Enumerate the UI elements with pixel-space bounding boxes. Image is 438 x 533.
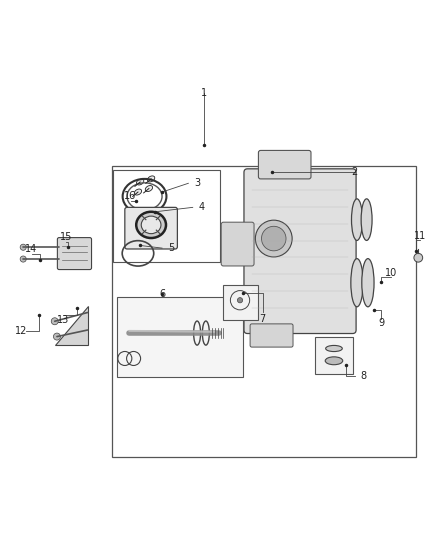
Ellipse shape: [136, 212, 166, 238]
Ellipse shape: [325, 345, 342, 352]
Ellipse shape: [137, 179, 144, 185]
Text: 11: 11: [413, 231, 426, 241]
Bar: [112, 166, 416, 457]
Ellipse shape: [361, 199, 372, 240]
Text: 4: 4: [198, 203, 205, 212]
Circle shape: [20, 256, 26, 262]
Text: 16: 16: [124, 190, 137, 200]
Text: 2: 2: [352, 167, 358, 177]
Text: 9: 9: [378, 318, 384, 328]
FancyBboxPatch shape: [244, 169, 356, 334]
Ellipse shape: [145, 185, 152, 191]
Ellipse shape: [351, 259, 363, 307]
FancyBboxPatch shape: [221, 222, 254, 266]
FancyBboxPatch shape: [250, 324, 293, 347]
Circle shape: [414, 253, 423, 262]
Polygon shape: [55, 306, 88, 345]
Circle shape: [237, 297, 243, 303]
Circle shape: [53, 333, 60, 340]
Text: 10: 10: [385, 268, 397, 278]
Bar: [223, 285, 258, 320]
Text: 5: 5: [168, 243, 174, 253]
Circle shape: [20, 244, 26, 251]
Text: 13: 13: [57, 315, 70, 325]
Bar: [113, 170, 220, 262]
Text: 15: 15: [60, 232, 72, 242]
Text: 14: 14: [25, 244, 38, 254]
Ellipse shape: [134, 189, 141, 195]
FancyBboxPatch shape: [57, 238, 92, 270]
Circle shape: [255, 220, 292, 257]
Ellipse shape: [362, 259, 374, 307]
Text: 12: 12: [15, 326, 27, 336]
Ellipse shape: [325, 357, 343, 365]
Text: 8: 8: [360, 371, 367, 381]
Circle shape: [51, 318, 58, 325]
Circle shape: [261, 227, 286, 251]
Bar: [315, 336, 353, 374]
Text: 7: 7: [260, 314, 266, 324]
Text: 3: 3: [194, 178, 200, 188]
Ellipse shape: [351, 199, 362, 240]
Text: 6: 6: [159, 289, 165, 298]
Ellipse shape: [148, 176, 155, 182]
Text: 1: 1: [201, 88, 207, 99]
FancyBboxPatch shape: [125, 207, 177, 249]
Ellipse shape: [141, 216, 161, 233]
FancyBboxPatch shape: [258, 150, 311, 179]
Polygon shape: [117, 297, 243, 377]
